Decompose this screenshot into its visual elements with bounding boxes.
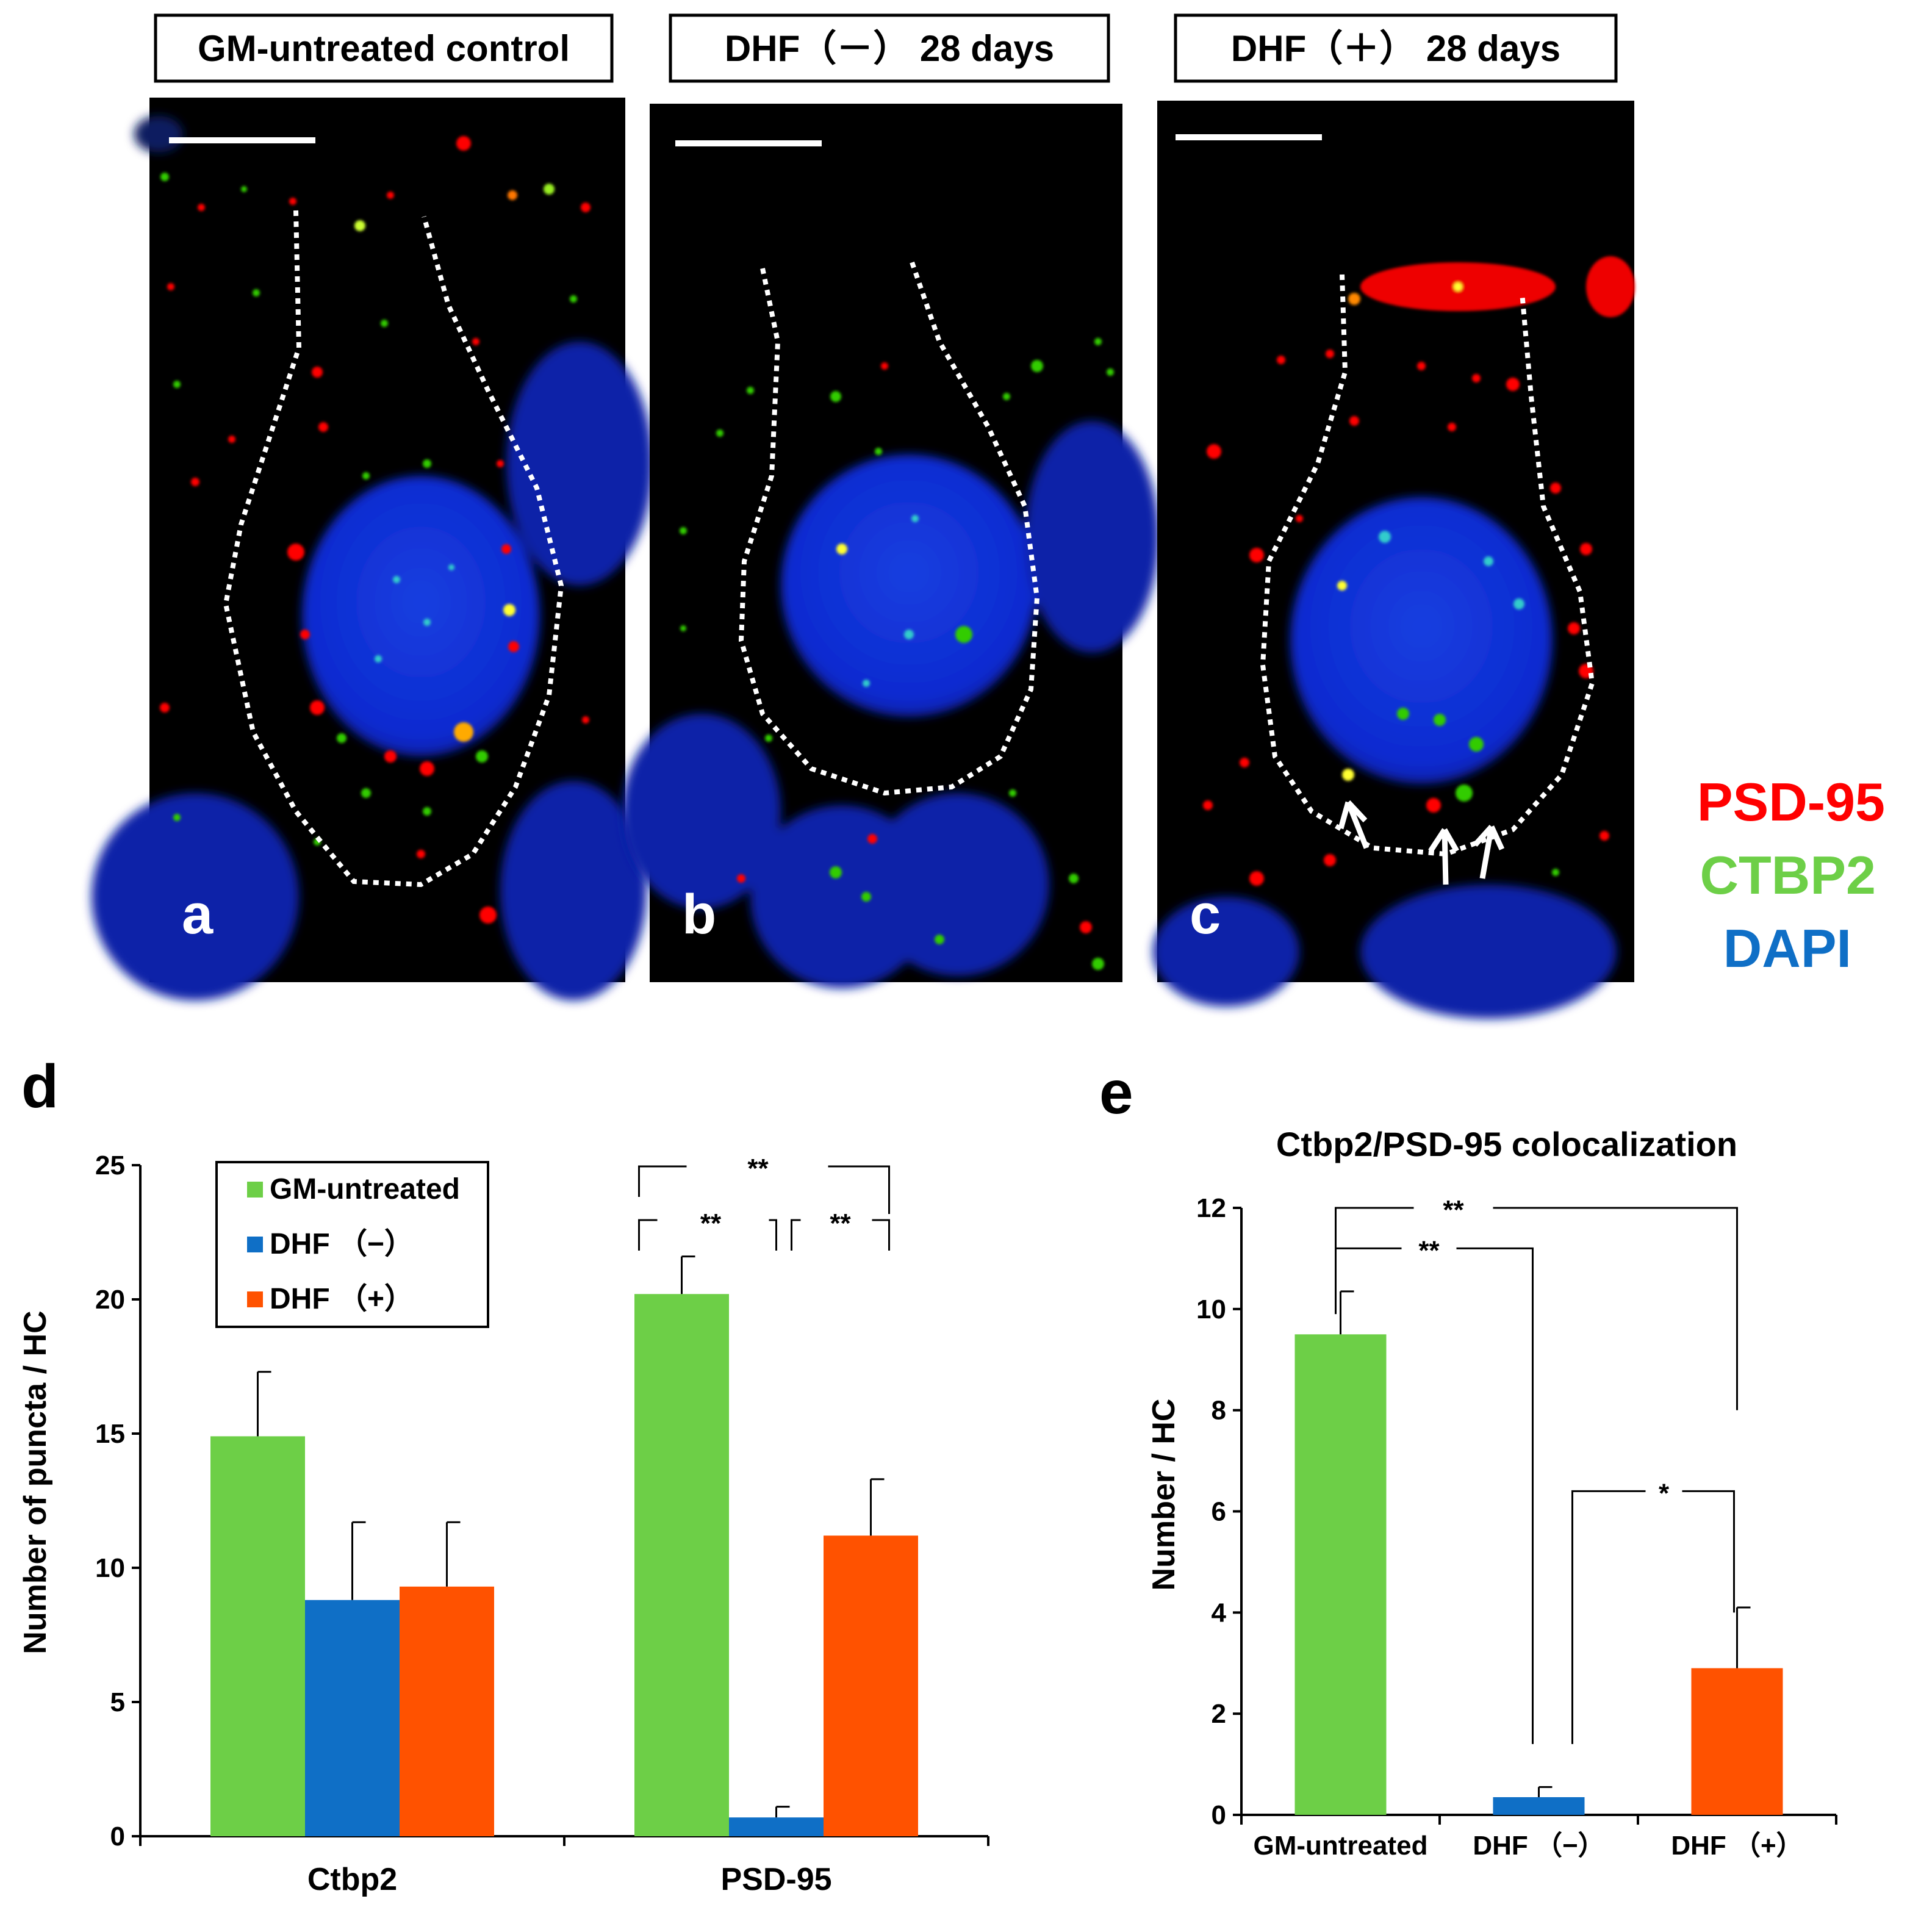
- bar-dhf: [1493, 1797, 1585, 1815]
- micrograph-panel-c: c: [1153, 101, 1635, 1019]
- panel-letter-c: c: [1190, 883, 1221, 946]
- chart-e-xtick-label: GM-untreated: [1254, 1831, 1428, 1861]
- chart-d: 0 5 10 15 20 25 Ctbp2 PSD-95 ** ** ** Number of p…: [18, 1151, 989, 1897]
- chart-e-letter: e: [1099, 1058, 1133, 1127]
- chart-d-ytick-label: 15: [95, 1419, 125, 1449]
- bar-dhf: [1691, 1668, 1783, 1815]
- sig-label: **: [747, 1154, 769, 1183]
- sig-bracket: [638, 1165, 890, 1214]
- chart-e-title: Ctbp2/PSD-95 colocalization: [1276, 1125, 1737, 1163]
- chart-e-ytick-label: 8: [1212, 1396, 1226, 1426]
- sig-label: *: [1659, 1478, 1670, 1508]
- puncta-b: [680, 338, 1114, 970]
- chart-d-ytick-label: 10: [95, 1553, 125, 1583]
- micrograph-panel-b: b: [622, 104, 1159, 988]
- bar-ctbp2-dhf: [400, 1586, 494, 1836]
- legend-psd95: PSD-95: [1697, 772, 1885, 832]
- bar-ctbp2-gm-untreated: [210, 1436, 305, 1836]
- sig-label: **: [830, 1208, 851, 1238]
- bar-gm-untreated: [1294, 1334, 1387, 1815]
- legend-swatch-dhf-plus: [247, 1291, 263, 1307]
- sig-bracket: [1335, 1207, 1738, 1410]
- cell-outline-a: [223, 210, 564, 888]
- chart-d-letter: d: [21, 1052, 59, 1121]
- chart-d-legend: GM-untreated DHF （−） DHF （+）: [215, 1161, 489, 1328]
- chart-e-ylabel: Number / HC: [1146, 1399, 1182, 1591]
- sig-label: **: [1418, 1235, 1440, 1265]
- chart-e-ytick-label: 0: [1212, 1800, 1226, 1830]
- chart-e-ytick-label: 4: [1212, 1598, 1227, 1628]
- chart-d-significance: ** ** **: [638, 1154, 890, 1251]
- legend-swatch-dhf-minus: [247, 1237, 263, 1252]
- sig-bracket: [1571, 1490, 1735, 1744]
- legend-swatch-gm: [247, 1182, 263, 1198]
- bar-ctbp2-dhf: [305, 1600, 400, 1836]
- panel-c-title-box: DHF（＋） 28 days: [1174, 13, 1618, 83]
- bar-psd-95-dhf: [824, 1535, 918, 1836]
- chart-d-ytick-label: 5: [110, 1687, 125, 1717]
- panel-letter-b: b: [682, 883, 716, 946]
- chart-e-significance: *****: [1335, 1195, 1738, 1744]
- legend-ctbp2: CTBP2: [1700, 845, 1876, 905]
- micrograph-panel-a: a: [92, 98, 653, 1000]
- arrows-c: [1338, 800, 1505, 885]
- cell-outline-b: [738, 261, 1040, 796]
- chart-e-ytick-label: 12: [1196, 1193, 1226, 1223]
- puncta-c: [1203, 256, 1635, 886]
- legend-label-gm: GM-untreated: [270, 1173, 460, 1205]
- legend-label-dhf-minus: DHF （−）: [270, 1228, 414, 1260]
- bar-psd-95-dhf: [729, 1817, 824, 1836]
- chart-d-ytick-label: 25: [95, 1151, 125, 1180]
- chart-d-xtick-label: PSD-95: [720, 1862, 831, 1897]
- sig-label: **: [1443, 1195, 1464, 1225]
- chart-d-ytick-label: 0: [110, 1822, 125, 1851]
- chart-e-ytick-label: 10: [1196, 1295, 1226, 1324]
- chart-e-bars: [1294, 1290, 1783, 1815]
- chart-d-bars: [210, 1255, 918, 1836]
- cell-outline-c: [1260, 274, 1595, 857]
- puncta-a: [160, 136, 591, 924]
- chart-e-ytick-label: 2: [1212, 1699, 1226, 1729]
- sig-bracket: [638, 1219, 777, 1251]
- chart-d-ylabel: Number of puncta / HC: [18, 1310, 53, 1654]
- chart-e-ytick-label: 6: [1212, 1497, 1226, 1527]
- panel-a-title: GM-untreated control: [198, 28, 570, 69]
- panel-b-title: DHF（－） 28 days: [725, 28, 1054, 69]
- chart-d-xtick-label: Ctbp2: [307, 1862, 397, 1897]
- sig-label: **: [700, 1208, 722, 1238]
- panel-letter-a: a: [182, 883, 214, 946]
- chart-d-ytick-label: 20: [95, 1285, 125, 1315]
- legend-label-dhf-plus: DHF （+）: [270, 1283, 414, 1315]
- bar-psd-95-gm-untreated: [634, 1294, 729, 1836]
- chart-e-xtick-label: DHF （−）: [1473, 1831, 1604, 1861]
- panel-b-title-box: DHF（－） 28 days: [669, 13, 1110, 83]
- chart-e-axes: 0 2 4 6 8 10 12 GM-untreated DHF （−） DHF （+）: [1196, 1193, 1837, 1861]
- panel-a-title-box: GM-untreated control: [154, 13, 614, 83]
- sig-bracket: [791, 1219, 890, 1251]
- legend-dapi: DAPI: [1723, 918, 1851, 979]
- chart-e-xtick-label: DHF （+）: [1671, 1831, 1803, 1861]
- panel-c-title: DHF（＋） 28 days: [1231, 28, 1560, 69]
- sig-bracket: [1335, 1247, 1534, 1744]
